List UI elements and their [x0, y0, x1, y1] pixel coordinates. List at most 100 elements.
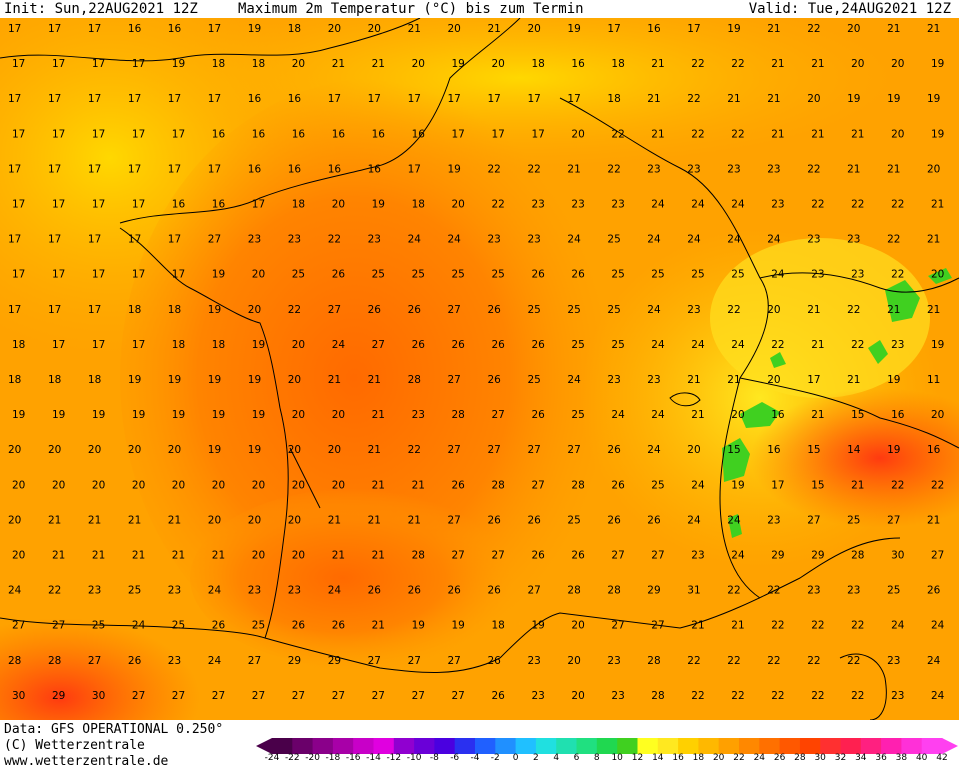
grid-value: 27 — [651, 620, 664, 632]
grid-value: 26 — [488, 374, 502, 386]
grid-value: 23 — [528, 234, 541, 246]
grid-value: 27 — [452, 550, 465, 562]
grid-value: 17 — [132, 128, 145, 140]
grid-value: 22 — [611, 128, 624, 140]
legend-swatch — [739, 738, 760, 754]
data-source-label: Data: GFS OPERATIONAL 0.250° — [4, 722, 224, 737]
grid-value: 17 — [52, 58, 65, 70]
spain-north-coast — [0, 617, 266, 639]
grid-value: 27 — [528, 585, 541, 597]
grid-value: 21 — [52, 550, 65, 562]
grid-value: 18 — [12, 339, 25, 351]
grid-value: 20 — [368, 23, 381, 35]
grid-value: 24 — [767, 234, 781, 246]
grid-value: 27 — [208, 234, 221, 246]
grid-value: 22 — [807, 163, 820, 175]
grid-value: 17 — [48, 304, 61, 316]
grid-value: 25 — [372, 269, 385, 281]
grid-value: 30 — [92, 690, 105, 702]
grid-value: 27 — [372, 690, 385, 702]
grid-value: 20 — [292, 479, 305, 491]
grid-value: 19 — [248, 23, 261, 35]
east-border — [559, 97, 769, 599]
legend-swatch — [718, 738, 740, 754]
grid-value: 21 — [811, 339, 824, 351]
grid-value: 25 — [887, 585, 900, 597]
grid-value: 16 — [292, 128, 306, 140]
med-coast — [499, 537, 901, 659]
grid-value: 20 — [212, 479, 225, 491]
grid-value: 20 — [12, 550, 25, 562]
grid-value: 21 — [811, 128, 824, 140]
grid-value: 17 — [52, 128, 65, 140]
grid-value: 24 — [611, 409, 625, 421]
grid-value: 15 — [727, 444, 740, 456]
grid-value: 17 — [607, 23, 620, 35]
grid-value: 20 — [248, 304, 261, 316]
grid-value: 17 — [408, 163, 421, 175]
temperature-map[interactable]: 17 17 17 16 16 17 19 18 20 20 21 20 21 20 19 17 16 17 19 21… — [0, 18, 959, 720]
grid-value: 25 — [528, 304, 541, 316]
grid-value: 25 — [92, 620, 105, 632]
grid-value: 21 — [887, 163, 900, 175]
legend-swatch — [860, 738, 882, 754]
legend-swatch — [495, 738, 517, 754]
grid-value: 16 — [412, 128, 426, 140]
grid-value: 26 — [492, 690, 506, 702]
grid-value: 19 — [252, 339, 265, 351]
grid-value: 22 — [528, 163, 541, 175]
grid-value: 16 — [767, 444, 781, 456]
grid-value: 22 — [727, 585, 740, 597]
grid-value: 17 — [48, 23, 61, 35]
grid-value: 25 — [567, 514, 580, 526]
grid-value: 28 — [48, 655, 61, 667]
grid-value: 17 — [8, 304, 21, 316]
grid-value: 24 — [647, 234, 661, 246]
legend-swatch — [332, 738, 354, 754]
grid-value: 17 — [92, 269, 105, 281]
grid-value: 24 — [328, 585, 342, 597]
grid-value: 26 — [927, 585, 941, 597]
grid-value: 26 — [571, 550, 585, 562]
grid-value: 21 — [368, 374, 381, 386]
grid-value: 17 — [8, 23, 21, 35]
grid-value: 23 — [168, 655, 181, 667]
grid-value: 22 — [851, 199, 864, 211]
legend-tick-label: 28 — [794, 753, 806, 763]
grid-value: 24 — [687, 234, 701, 246]
grid-value: 26 — [571, 269, 585, 281]
grid-value: 22 — [767, 655, 780, 667]
grid-value: 17 — [92, 128, 105, 140]
grid-value: 20 — [731, 409, 744, 421]
grid-value: 23 — [488, 234, 501, 246]
grid-value: 15 — [851, 409, 864, 421]
grid-value: 17 — [567, 93, 580, 105]
grid-value: 20 — [332, 409, 345, 421]
grid-value: 24 — [931, 690, 945, 702]
grid-value: 21 — [328, 374, 341, 386]
grid-value: 17 — [88, 23, 101, 35]
grid-value: 20 — [767, 374, 780, 386]
grid-value: 21 — [771, 58, 784, 70]
grid-value: 17 — [328, 93, 341, 105]
grid-value: 16 — [927, 444, 941, 456]
grid-value: 23 — [851, 269, 864, 281]
legend-tick-label: -22 — [284, 753, 300, 763]
legend-tick-label: 42 — [936, 753, 948, 763]
grid-value: 26 — [607, 444, 621, 456]
channel-coast — [119, 18, 521, 224]
grid-value: 23 — [811, 269, 824, 281]
grid-value: 24 — [651, 339, 665, 351]
legend-tick-label: 24 — [753, 753, 766, 763]
grid-value: 26 — [412, 339, 426, 351]
grid-value: 25 — [492, 269, 505, 281]
grid-value: 23 — [528, 655, 541, 667]
grid-value: 20 — [252, 550, 265, 562]
grid-value: 17 — [168, 93, 181, 105]
grid-value: 28 — [412, 550, 425, 562]
grid-value: 22 — [691, 58, 704, 70]
legend-swatch — [434, 738, 456, 754]
value-grid: 17 17 17 16 16 17 19 18 20 20 21 20 21 20 19 17 16 17 19 21… — [8, 23, 945, 702]
grid-value: 19 — [52, 409, 65, 421]
grid-value: 21 — [372, 550, 385, 562]
